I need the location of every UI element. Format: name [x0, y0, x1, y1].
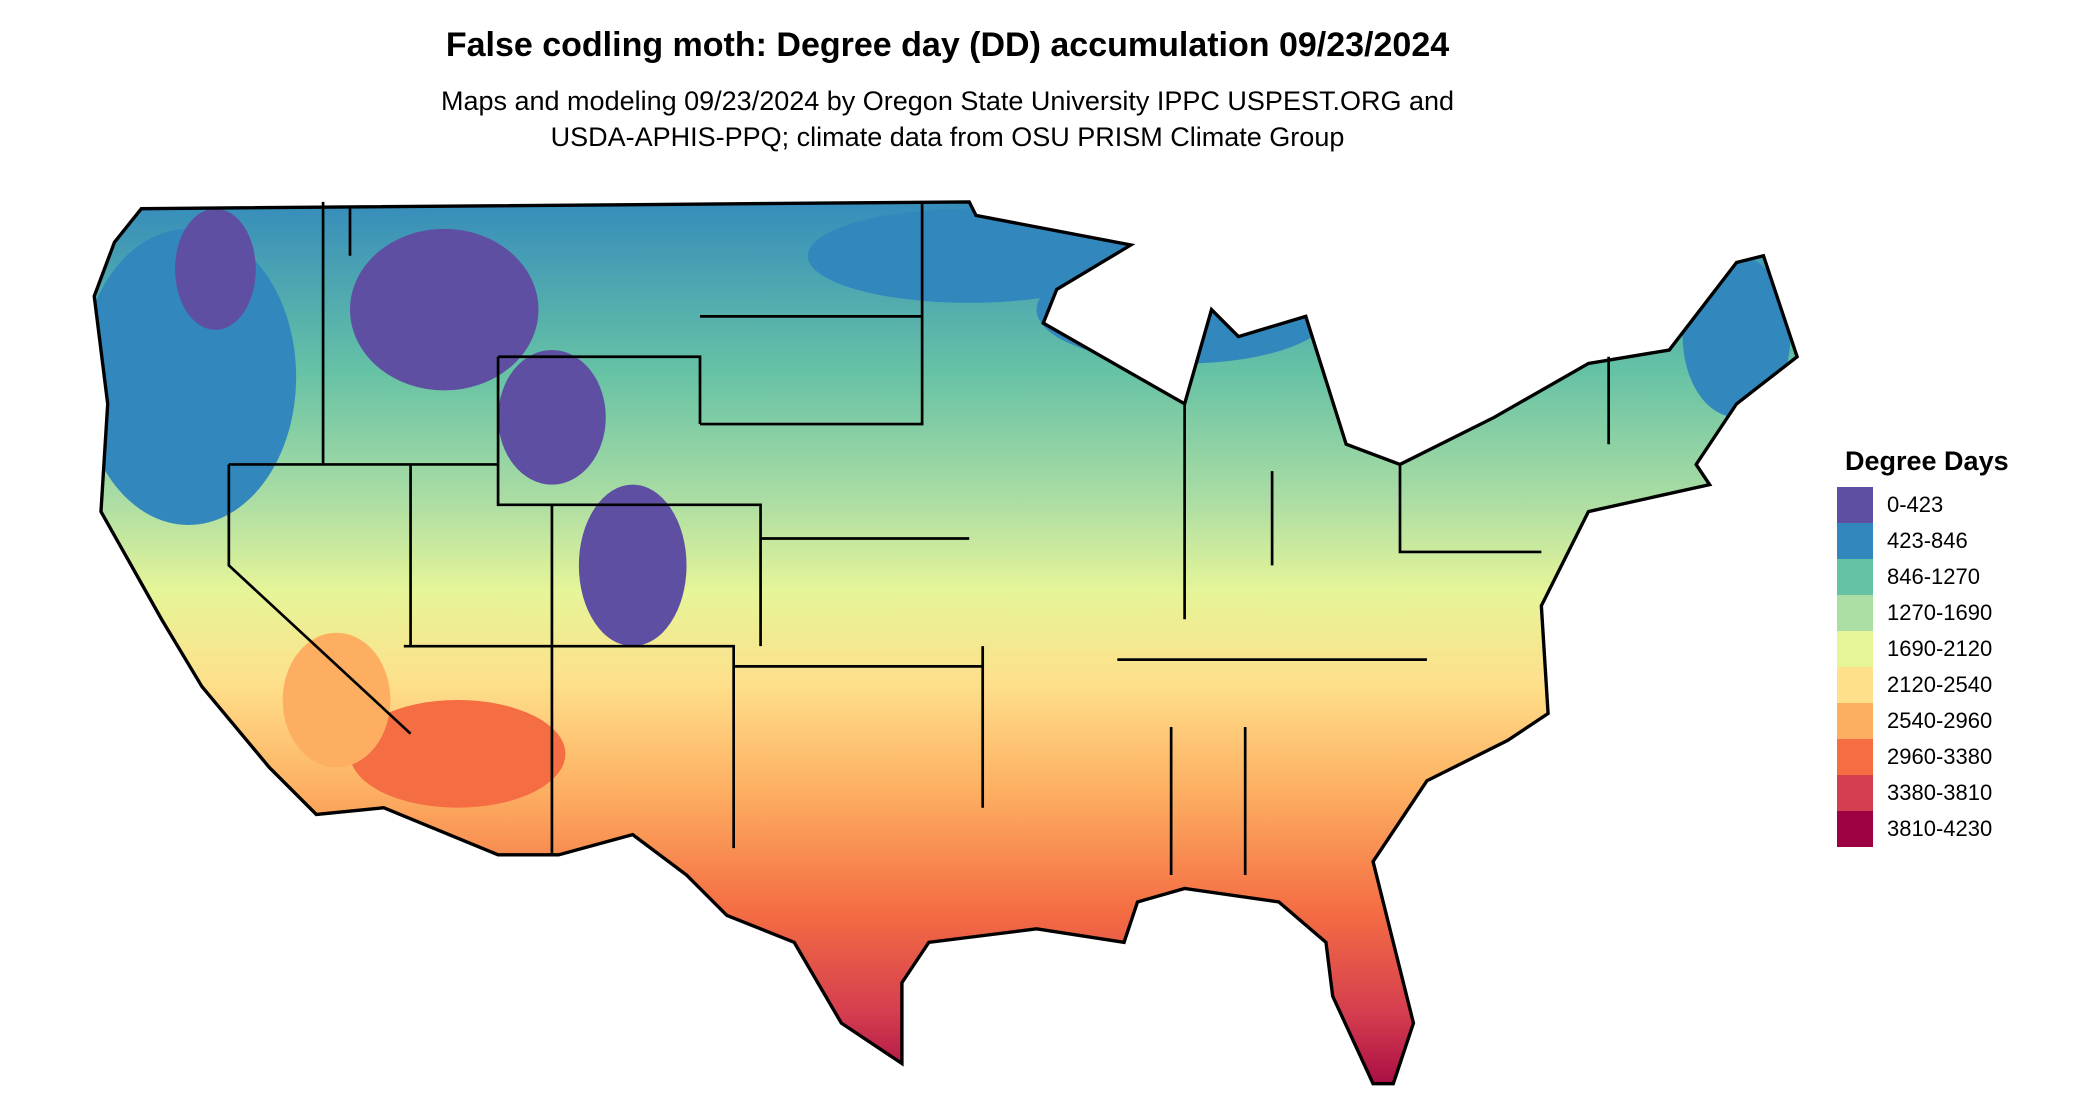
- us-outline: [92, 200, 1800, 1086]
- state-borders: [227, 201, 1611, 876]
- legend-label: 1690-2120: [1887, 636, 1993, 661]
- legend-item: 846-1270: [1837, 559, 2009, 595]
- legend-label: 3380-3810: [1887, 780, 1993, 805]
- legend-label: 1270-1690: [1887, 600, 1993, 625]
- legend-swatch: [1837, 487, 1873, 523]
- legend-swatch: [1837, 667, 1873, 703]
- legend-swatch: [1837, 523, 1873, 559]
- legend-swatch: [1837, 559, 1873, 595]
- legend-label: 3810-4230: [1887, 816, 1993, 841]
- legend-item: 1270-1690: [1837, 595, 2009, 631]
- legend-label: 423-846: [1887, 528, 1968, 553]
- legend-item: 3810-4230: [1837, 811, 2009, 847]
- map-title: False codling moth: Degree day (DD) accu…: [445, 26, 1450, 64]
- legend-swatch: [1837, 703, 1873, 739]
- legend-label: 2540-2960: [1887, 708, 1993, 733]
- map-subtitle-line2: USDA-APHIS-PPQ; climate data from OSU PR…: [550, 122, 1345, 152]
- legend-item: 423-846: [1837, 523, 2009, 559]
- legend-label: 846-1270: [1887, 564, 1980, 589]
- legend-swatch: [1837, 595, 1873, 631]
- legend-item: 2120-2540: [1837, 667, 2009, 703]
- degree-day-raster: [94, 201, 1798, 1084]
- legend-item: 2960-3380: [1837, 739, 2009, 775]
- legend-label: 2120-2540: [1887, 672, 1993, 697]
- legend-swatch: [1837, 811, 1873, 847]
- legend-swatch: [1837, 631, 1873, 667]
- legend-swatch: [1837, 775, 1873, 811]
- legend: Degree Days 0-423 423-846 846-1270 1270-169…: [1837, 446, 2009, 847]
- map-subtitle-line1: Maps and modeling 09/23/2024 by Oregon S…: [440, 86, 1455, 116]
- legend-swatch: [1837, 739, 1873, 775]
- legend-label: 2960-3380: [1887, 744, 1993, 769]
- legend-label: 0-423: [1887, 492, 1944, 517]
- legend-item: 3380-3810: [1837, 775, 2009, 811]
- legend-item: 2540-2960: [1837, 703, 2009, 739]
- legend-title: Degree Days: [1845, 446, 2009, 476]
- legend-item: 1690-2120: [1837, 631, 2009, 667]
- legend-item: 0-423: [1837, 487, 2009, 523]
